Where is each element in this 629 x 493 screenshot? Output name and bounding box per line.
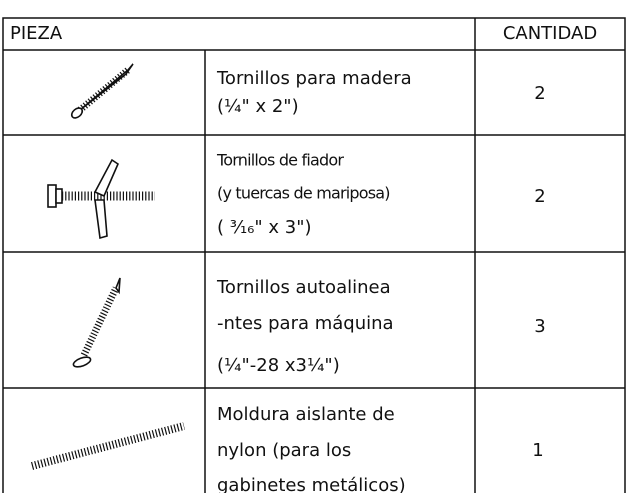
- machine-screw-icon: [72, 277, 121, 368]
- description-line: Tornillos de fiador: [216, 151, 344, 170]
- quantity: 1: [532, 440, 543, 461]
- description-line: ( ³⁄₁₆" x 3"): [217, 217, 312, 238]
- table-grid: [2, 17, 626, 493]
- wood-screw-icon: [70, 63, 134, 119]
- quantity: 2: [534, 186, 545, 207]
- description-line: Tornillos autoalinea: [216, 277, 391, 298]
- description-line: Tornillos para madera: [216, 68, 412, 89]
- quantity: 2: [534, 83, 545, 104]
- toggle-bolt-icon: [47, 158, 155, 240]
- description-line: (y tuercas de mariposa): [217, 184, 390, 203]
- header-cell: CANTIDAD: [503, 23, 597, 44]
- header-cell: PIEZA: [10, 23, 63, 44]
- description-line: Moldura aislante de: [217, 404, 395, 425]
- quantity: 3: [534, 316, 545, 337]
- description-line: -ntes para máquina: [217, 313, 394, 334]
- nylon-molding-icon: [30, 422, 186, 470]
- description-line: (¼"-28 x3¼"): [217, 355, 340, 376]
- description-line: nylon (para los: [217, 440, 351, 461]
- description-line: gabinetes metálicos): [217, 475, 406, 493]
- description-line: (¼" x 2"): [217, 96, 299, 117]
